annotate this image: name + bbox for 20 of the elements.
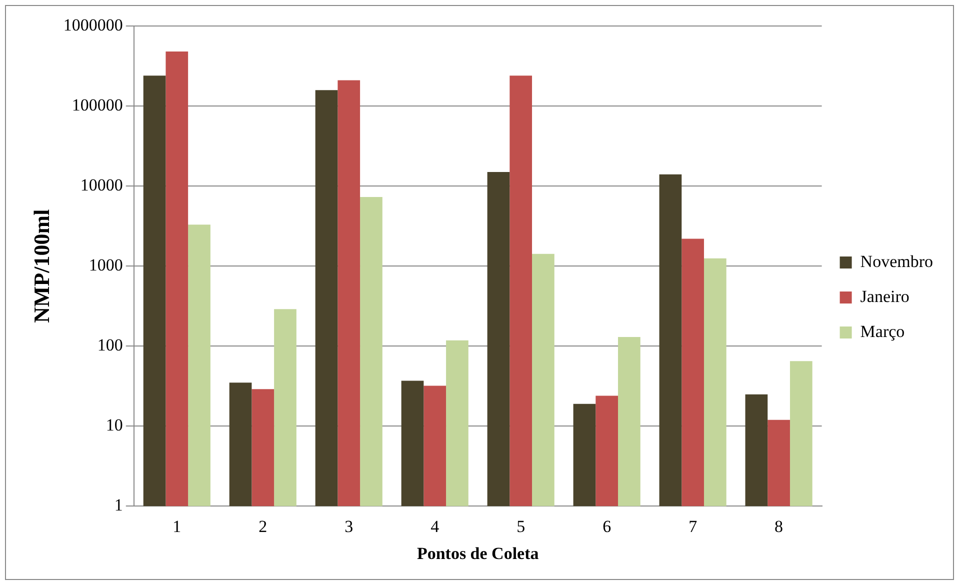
x-tick-label: 6 bbox=[602, 516, 612, 536]
x-tick-label: 7 bbox=[688, 516, 698, 536]
y-tick-label: 100000 bbox=[72, 96, 123, 114]
x-tick-label: 1 bbox=[172, 516, 182, 536]
legend-label: Janeiro bbox=[860, 286, 910, 306]
y-tick-label: 1 bbox=[114, 496, 123, 515]
y-tick-label: 10 bbox=[106, 416, 123, 435]
y-tick-label: 1000000 bbox=[63, 15, 123, 34]
x-tick-label: 5 bbox=[516, 516, 526, 536]
y-tick-label: 10000 bbox=[80, 176, 123, 195]
legend-label: Novembro bbox=[860, 252, 934, 271]
y-tick-label: 1000 bbox=[88, 256, 123, 275]
y-tick-label: 100 bbox=[97, 336, 123, 355]
x-tick-label: 2 bbox=[258, 516, 268, 536]
x-tick-label: 4 bbox=[430, 516, 440, 536]
x-tick-label: 8 bbox=[774, 516, 784, 536]
x-axis-title: Pontos de Coleta bbox=[416, 544, 540, 564]
legend-label: Março bbox=[860, 322, 905, 341]
x-tick-label: 3 bbox=[344, 516, 354, 536]
y-axis-title: NMP/100ml bbox=[28, 209, 54, 323]
